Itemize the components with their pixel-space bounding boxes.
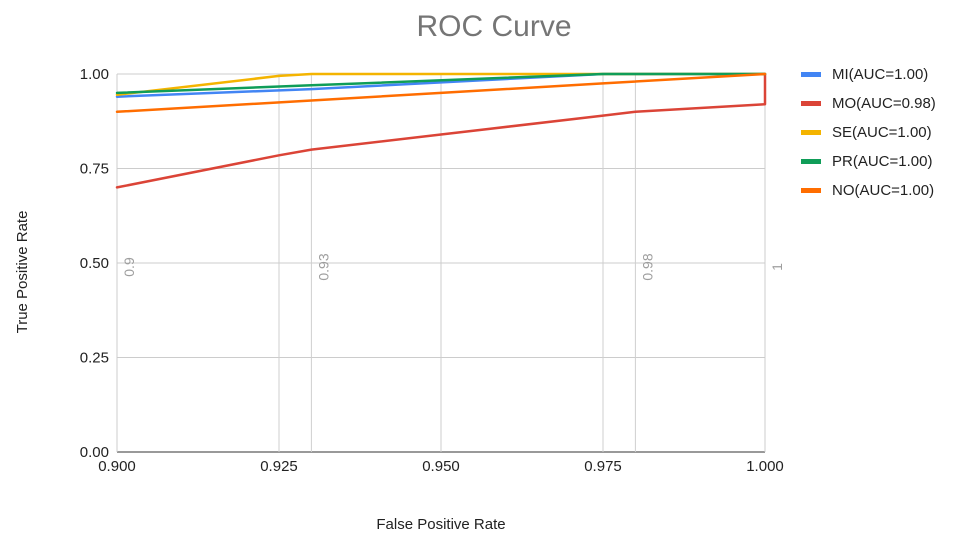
series-line — [115, 72, 767, 95]
x-tick-label: 1.000 — [746, 458, 784, 475]
legend-label: NO(AUC=1.00) — [832, 182, 934, 199]
y-tick-label: 0.50 — [80, 255, 109, 272]
legend-label: SE(AUC=1.00) — [832, 124, 932, 141]
chart-title: ROC Curve — [416, 10, 571, 43]
legend: MI(AUC=1.00) MO(AUC=0.98) SE(AUC=1.00) PR(A… — [801, 66, 936, 199]
legend-label: MO(AUC=0.98) — [832, 95, 936, 112]
series-line — [115, 72, 767, 114]
y-tick-label: 0.25 — [80, 350, 109, 367]
x-tick-label: 0.925 — [260, 458, 298, 475]
x-tick-label: 0.950 — [422, 458, 460, 475]
x-tick-label: 0.975 — [584, 458, 622, 475]
legend-swatch — [801, 72, 821, 77]
y-axis-title: True Positive Rate — [14, 211, 31, 334]
y-tick-label: 0.00 — [80, 444, 109, 461]
reference-lines — [278, 74, 636, 452]
legend-label: PR(AUC=1.00) — [832, 153, 932, 170]
legend-swatch — [801, 101, 821, 106]
grid — [116, 73, 766, 453]
y-tick-label: 0.75 — [80, 161, 109, 178]
legend-label: MI(AUC=1.00) — [832, 66, 928, 83]
annotation-label: 0.98 — [639, 253, 655, 280]
x-axis-ticks: 0.900 0.925 0.950 0.975 1.000 — [98, 458, 784, 475]
annotation-label: 0.93 — [315, 253, 331, 280]
annotation-label: 0.9 — [121, 257, 137, 277]
legend-swatch — [801, 188, 821, 193]
y-tick-label: 1.00 — [80, 66, 109, 83]
series-lines — [115, 72, 767, 189]
annotations: 0.9 0.93 0.98 1 — [121, 253, 785, 280]
legend-swatch — [801, 159, 821, 164]
x-tick-label: 0.900 — [98, 458, 136, 475]
series-line — [115, 72, 767, 97]
x-axis-title: False Positive Rate — [376, 516, 505, 533]
y-axis-ticks: 0.00 0.25 0.50 0.75 1.00 — [80, 66, 109, 461]
annotation-label: 1 — [769, 263, 785, 271]
legend-swatch — [801, 130, 821, 135]
series-line — [115, 72, 767, 189]
